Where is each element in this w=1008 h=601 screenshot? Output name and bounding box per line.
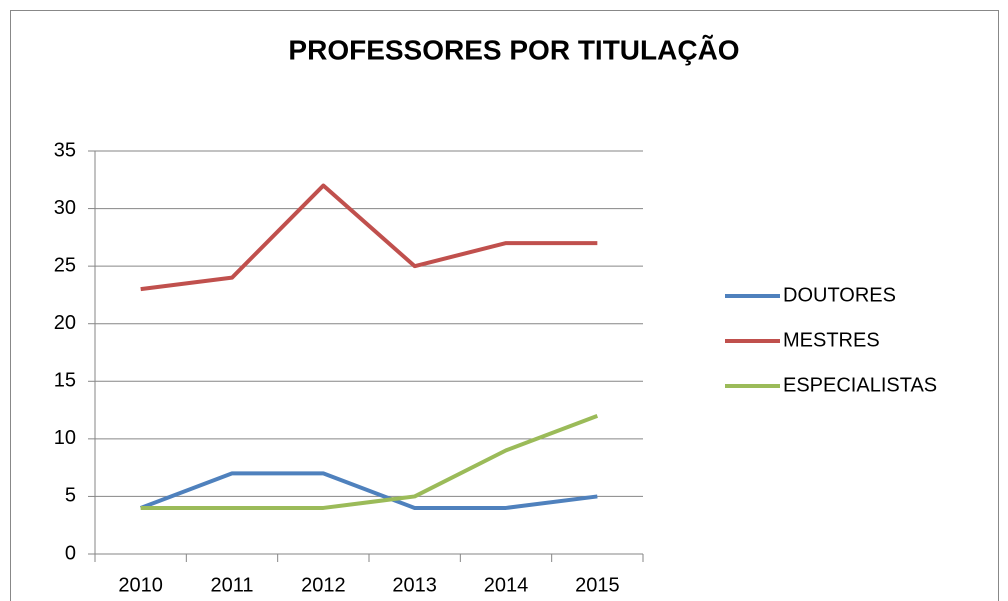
y-tick-label: 30 — [54, 197, 76, 219]
series-line — [140, 413, 599, 510]
y-tick-label: 0 — [65, 542, 76, 564]
x-tick-label: 2014 — [484, 574, 529, 596]
x-tick-label: 2015 — [575, 574, 620, 596]
x-tick-label: 2011 — [210, 574, 253, 596]
series-line — [140, 183, 598, 292]
legend-label: DOUTORES — [783, 284, 896, 306]
series-line — [139, 471, 598, 510]
y-tick-label: 25 — [54, 254, 76, 276]
y-tick-label: 15 — [54, 370, 76, 392]
y-tick-label: 5 — [65, 485, 76, 507]
legend-label: ESPECIALISTAS — [783, 374, 937, 396]
x-tick-label: 2013 — [392, 574, 437, 596]
chart-title: PROFESSORES POR TITULAÇÃO — [288, 34, 739, 65]
y-tick-label: 35 — [54, 139, 76, 161]
y-tick-label: 20 — [54, 312, 76, 334]
chart-frame — [10, 10, 999, 601]
legend-label: MESTRES — [783, 329, 880, 351]
x-tick-label: 2010 — [118, 574, 163, 596]
y-tick-label: 10 — [54, 427, 76, 449]
x-tick-label: 2012 — [301, 574, 346, 596]
